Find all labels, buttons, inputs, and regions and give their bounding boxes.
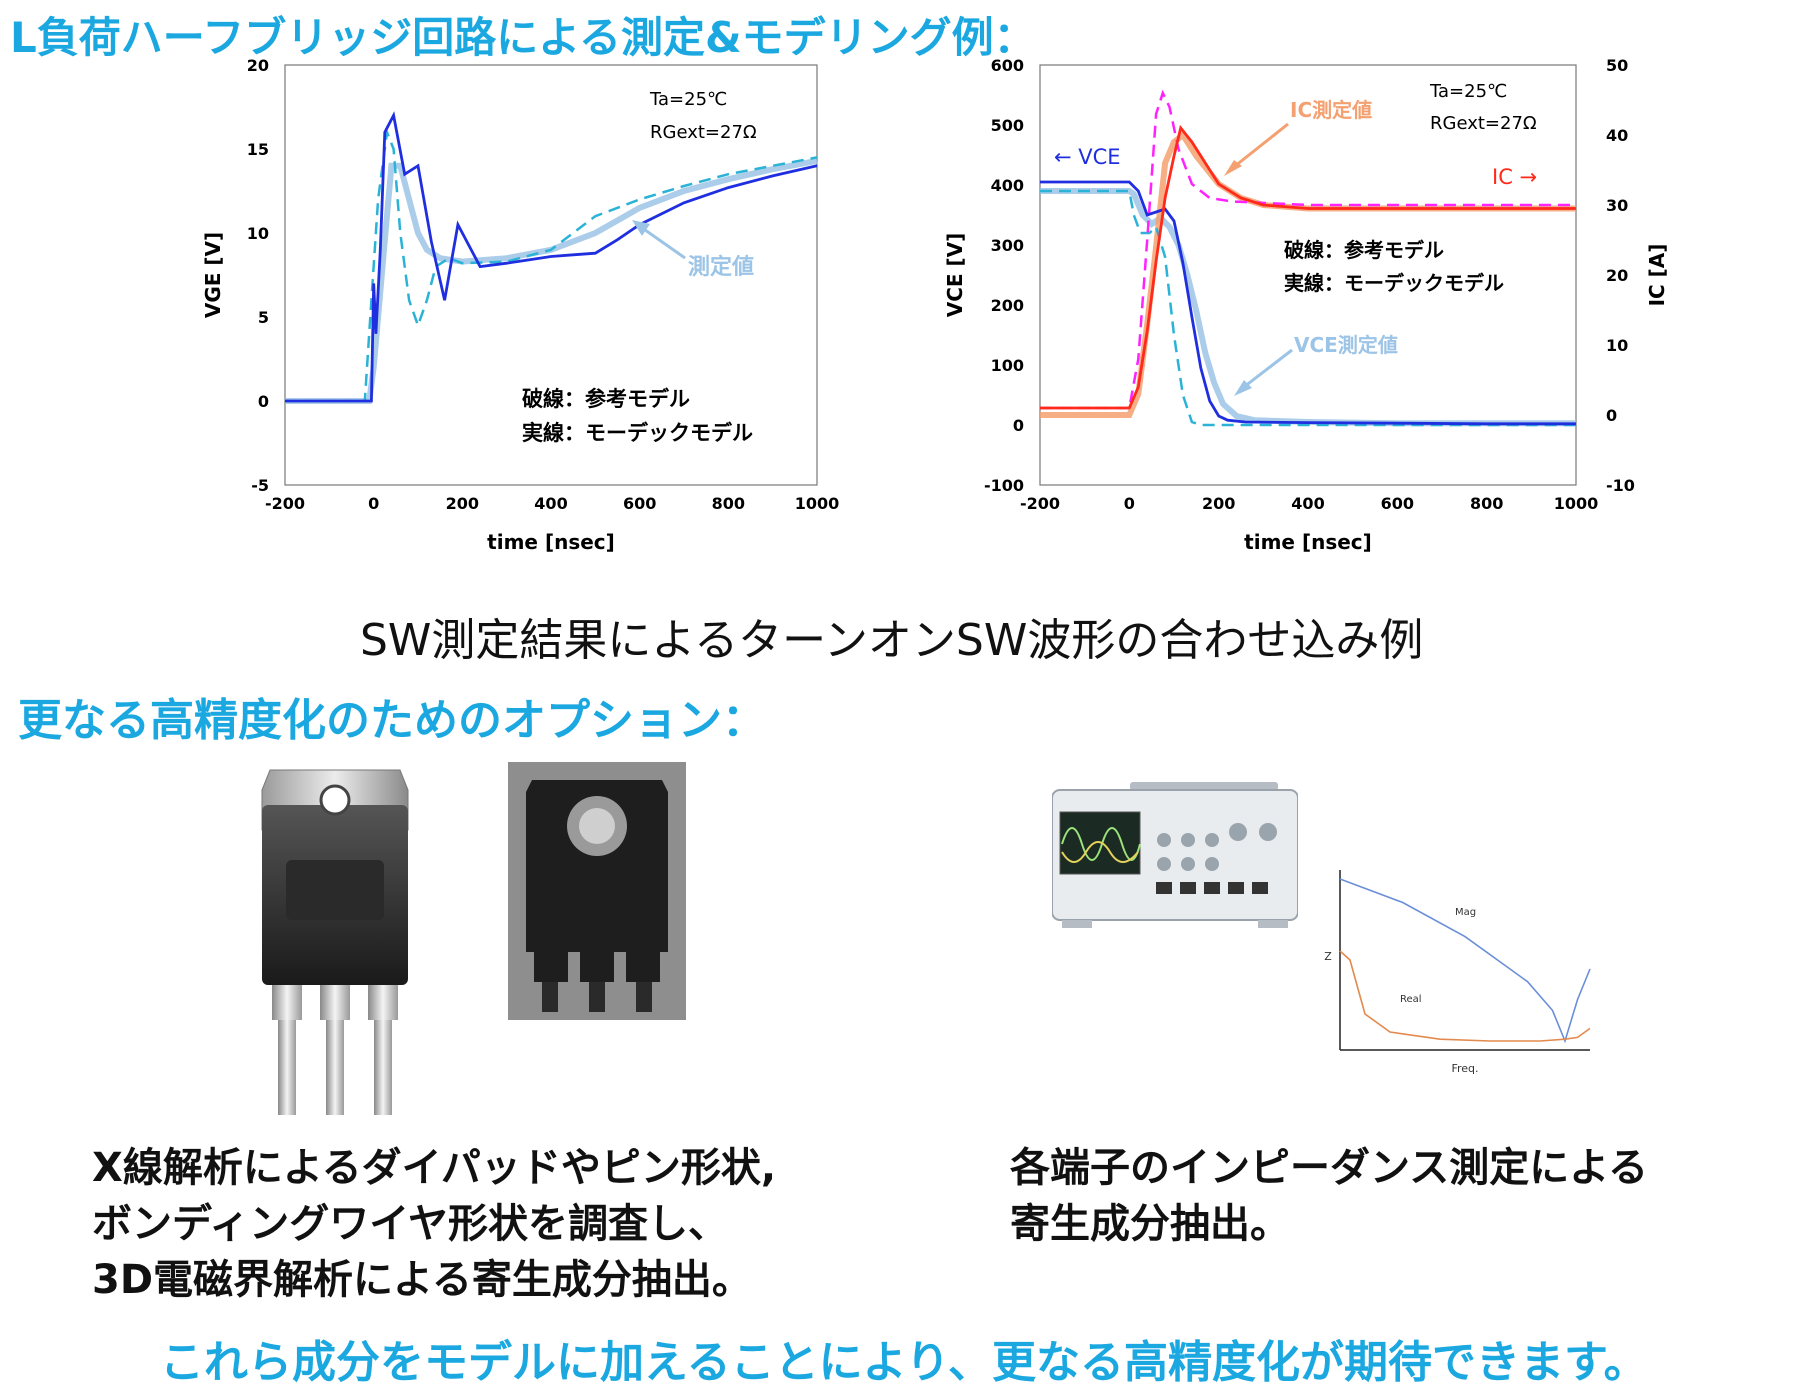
vge-chart: -200 0 200 400 600 800 1000 -5 0 5 10 15 20 time [nse…: [201, 56, 840, 554]
y2-tick-label: 40: [1606, 126, 1628, 145]
y-tick-label: -100: [984, 476, 1024, 495]
caption-xray-line: X線解析によるダイパッドやピン形状,: [92, 1145, 777, 1191]
caption-impedance-line: 寄生成分抽出。: [1010, 1201, 1290, 1247]
annotation-arrow: [1229, 122, 1289, 172]
x-tick-label: 400: [1291, 494, 1324, 513]
annotation-rgext: RGext=27Ω: [650, 122, 757, 143]
annotation-ta: Ta=25℃: [1429, 81, 1507, 102]
x-axis-label: Freq.: [1451, 1062, 1478, 1075]
to247-package-image: [261, 769, 409, 1115]
y-tick-label: 0: [1013, 416, 1024, 435]
y2-axis-label: IC [A]: [1645, 244, 1669, 307]
annotation-arrowhead: [1224, 160, 1242, 176]
options-heading: 更なる高精度化のためのオプション：: [18, 695, 766, 746]
plot-area: [284, 64, 818, 486]
y-axis-label: Z: [1324, 950, 1332, 963]
annotation-dashed: 破線：参考モデル: [522, 387, 690, 411]
x-tick-label: 0: [1124, 494, 1135, 513]
annotation-vce-measured: VCE測定値: [1294, 333, 1398, 357]
y2-tick-label: -10: [1606, 476, 1635, 495]
x-tick-label: 0: [368, 494, 379, 513]
y-tick-label: 5: [258, 308, 269, 327]
y-tick-label: 100: [991, 356, 1024, 375]
oscilloscope-icon: [1052, 782, 1298, 928]
annotation-vce: ← VCE: [1054, 145, 1121, 169]
y2-tick-label: 30: [1606, 196, 1628, 215]
annotation-measured: 測定値: [688, 254, 754, 280]
annotation-ic: IC →: [1492, 165, 1537, 189]
conclusion-text: これら成分をモデルに加えることにより、更なる高精度化が期待できます。: [160, 1337, 1648, 1388]
x-tick-label: -200: [265, 494, 305, 513]
x-tick-label: 200: [1202, 494, 1235, 513]
page-title: L負荷ハーフブリッジ回路による測定&モデリング例：: [10, 13, 1036, 62]
y-tick-label: 400: [991, 176, 1024, 195]
x-axis-label: time [nsec]: [1244, 530, 1372, 554]
y-axis-label: VGE [V]: [201, 232, 225, 318]
series-line: [1339, 878, 1591, 1044]
x-tick-label: 200: [446, 494, 479, 513]
y2-tick-label: 50: [1606, 56, 1628, 75]
y-axis-label: VCE [V]: [943, 233, 967, 318]
annotation-rgext: RGext=27Ω: [1430, 113, 1537, 134]
y-tick-label: 200: [991, 296, 1024, 315]
series-line: [1339, 950, 1591, 1042]
x-tick-label: 600: [1381, 494, 1414, 513]
y2-tick-label: 10: [1606, 336, 1628, 355]
annotation-mag: Mag: [1455, 907, 1476, 918]
annotation-real: Real: [1400, 994, 1422, 1005]
chart-subtitle: SW測定結果によるターンオンSW波形の合わせ込み例: [360, 615, 1424, 666]
y-tick-label: 600: [991, 56, 1024, 75]
x-tick-label: 1000: [1554, 494, 1599, 513]
x-tick-label: -200: [1020, 494, 1060, 513]
y-tick-label: 15: [247, 140, 269, 159]
series-line: [285, 127, 818, 403]
series-line: [1040, 180, 1576, 426]
vce-ic-chart: -200 0 200 400 600 800 1000-100010020030040050…: [943, 56, 1669, 554]
y-tick-label: -5: [251, 476, 269, 495]
annotation-solid: 実線：モーデックモデル: [522, 421, 753, 445]
series-line: [1040, 189, 1576, 427]
caption-xray: X線解析によるダイパッドやピン形状, ボンディングワイヤ形状を調査し、 3D電磁…: [92, 1140, 776, 1308]
caption-impedance-line: 各端子のインピーダンス測定による: [1010, 1145, 1648, 1191]
series-line: [1040, 124, 1576, 410]
y-tick-label: 10: [247, 224, 269, 243]
y2-tick-label: 0: [1606, 406, 1617, 425]
series-line: [1040, 89, 1576, 410]
series-line: [285, 157, 818, 404]
y-tick-label: 500: [991, 116, 1024, 135]
x-axis-label: time [nsec]: [487, 530, 615, 554]
y-tick-label: 300: [991, 236, 1024, 255]
x-tick-label: 1000: [795, 494, 840, 513]
xray-image: [508, 762, 686, 1020]
annotation-arrow: [1239, 348, 1293, 392]
x-tick-label: 600: [623, 494, 656, 513]
caption-xray-line: ボンディングワイヤ形状を調査し、: [92, 1201, 728, 1247]
series-line: [285, 111, 818, 403]
x-tick-label: 800: [1470, 494, 1503, 513]
annotation-arrowhead: [632, 220, 650, 236]
caption-impedance: 各端子のインピーダンス測定による 寄生成分抽出。: [1010, 1140, 1648, 1252]
impedance-chart: Freq. Z Mag Real: [1324, 870, 1591, 1075]
x-tick-label: 400: [534, 494, 567, 513]
annotation-solid: 実線：モーデックモデル: [1284, 271, 1504, 295]
y-tick-label: 0: [258, 392, 269, 411]
annotation-ic-measured: IC測定値: [1290, 98, 1372, 122]
caption-xray-line: 3D電磁界解析による寄生成分抽出。: [92, 1257, 752, 1303]
y2-tick-label: 20: [1606, 266, 1628, 285]
annotation-ta: Ta=25℃: [649, 89, 727, 110]
x-tick-label: 800: [712, 494, 745, 513]
y-tick-label: 20: [247, 56, 269, 75]
annotation-arrowhead: [1234, 380, 1252, 396]
annotation-dashed: 破線：参考モデル: [1284, 238, 1444, 262]
annotation-arrow: [637, 223, 686, 260]
